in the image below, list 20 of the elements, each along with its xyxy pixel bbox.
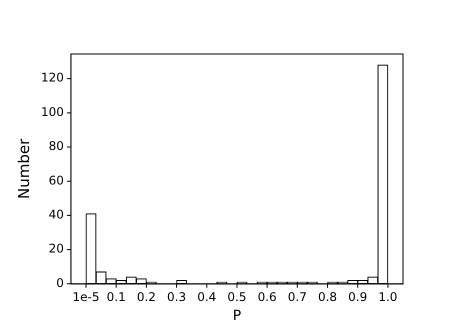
y-tick-label: 60 — [48, 173, 64, 188]
y-axis-title: Number — [14, 138, 33, 200]
x-tick-label: 0.8 — [318, 290, 338, 304]
y-tick-label: 120 — [41, 70, 64, 85]
x-tick-label: 1.0 — [378, 290, 398, 304]
x-tick-label: 0.7 — [288, 290, 307, 304]
x-tick-label: 0.9 — [348, 290, 368, 304]
y-tick-label: 80 — [48, 139, 64, 154]
x-tick-label: 1e-5 — [72, 290, 100, 304]
y-tick-label: 100 — [41, 104, 64, 119]
y-tick-label: 20 — [48, 242, 64, 256]
x-tick-label: 0.5 — [227, 290, 246, 304]
x-axis-title: P — [232, 308, 242, 324]
x-tick-label: 0.2 — [136, 290, 156, 304]
x-tick-label: 0.4 — [197, 290, 216, 304]
x-tick-label: 0.3 — [167, 290, 186, 304]
x-tick-label: 0.1 — [106, 290, 126, 304]
x-tick-label: 0.6 — [258, 290, 277, 304]
y-tick-label: 0 — [56, 276, 64, 290]
y-tick-label: 40 — [48, 208, 64, 222]
